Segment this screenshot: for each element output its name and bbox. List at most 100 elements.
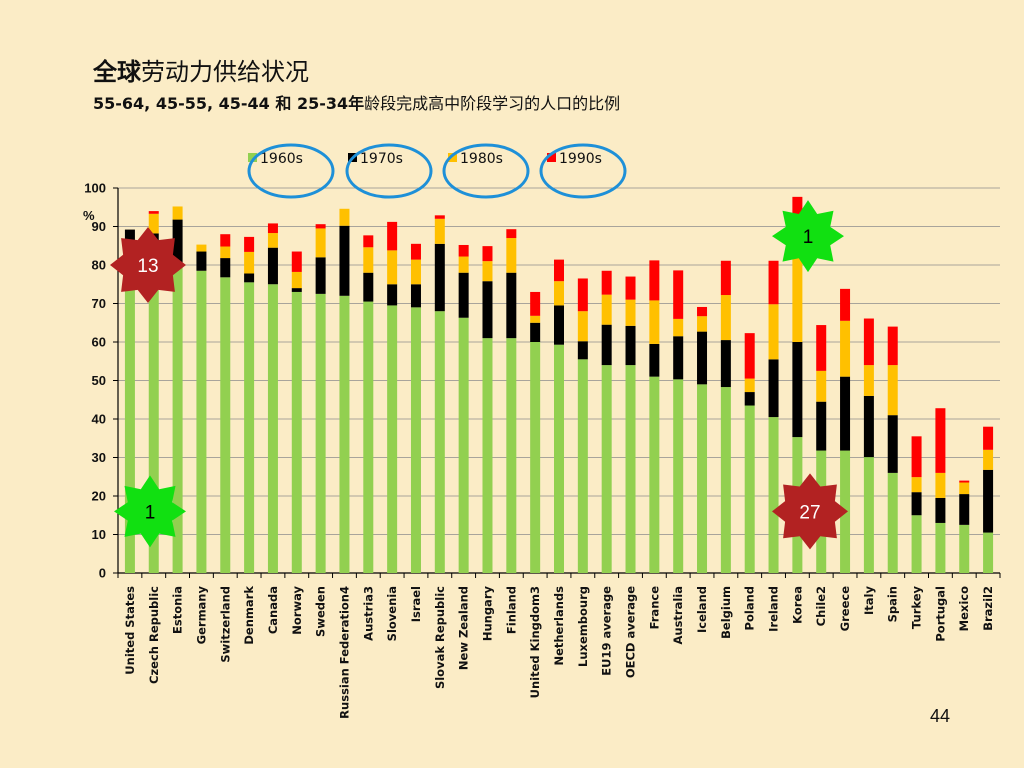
bar-1980s xyxy=(387,250,398,285)
highlight-circle xyxy=(345,143,433,199)
bar-1980s xyxy=(244,251,255,274)
bar-1980s xyxy=(935,472,946,498)
x-category-label: Mexico xyxy=(957,586,971,631)
highlight-circle xyxy=(539,143,627,199)
bar-1960s xyxy=(387,305,398,573)
bar-1970s xyxy=(601,324,612,366)
bar-1960s xyxy=(148,265,159,573)
y-tick-label: 30 xyxy=(92,450,106,465)
bar-1990s xyxy=(649,260,660,301)
bar-1980s xyxy=(601,294,612,325)
bar-1980s xyxy=(220,246,231,259)
x-category-label: Canada xyxy=(266,586,280,634)
bar-1970s xyxy=(816,401,827,451)
bar-1960s xyxy=(458,317,469,573)
bar-1980s xyxy=(148,213,159,234)
bar-1990s xyxy=(458,244,469,257)
bar-1980s xyxy=(291,271,302,289)
bar-1990s xyxy=(315,224,326,229)
bar-1960s xyxy=(911,515,922,573)
page-number: 44 xyxy=(930,706,951,726)
bar-1960s xyxy=(673,379,684,573)
bar-1960s xyxy=(244,282,255,573)
x-category-label: United States xyxy=(123,586,137,675)
x-category-label: Greece xyxy=(838,586,852,632)
bar-1960s xyxy=(124,239,135,573)
bar-1970s xyxy=(363,272,374,302)
bar-1970s xyxy=(482,281,493,339)
bar-1990s xyxy=(434,215,445,219)
legend-label: 1990s xyxy=(559,151,602,167)
red-star-badge xyxy=(772,473,848,550)
bar-1960s xyxy=(220,277,231,573)
bar-1980s xyxy=(267,233,278,248)
bar-1990s xyxy=(363,235,374,248)
bar-1990s xyxy=(673,270,684,319)
bar-1980s xyxy=(339,208,350,226)
bar-1970s xyxy=(983,469,994,533)
bar-1980s xyxy=(816,370,827,402)
highlight-circle xyxy=(442,143,530,199)
green-star-badge xyxy=(772,200,844,273)
bar-1980s xyxy=(172,206,183,220)
bar-1960s xyxy=(315,293,326,573)
x-category-label: Sweden xyxy=(314,586,328,637)
bar-1980s xyxy=(840,320,851,377)
bar-1990s xyxy=(935,408,946,473)
y-tick-label: 0 xyxy=(99,566,106,581)
bar-1970s xyxy=(124,229,135,240)
bar-1980s xyxy=(744,378,755,393)
bar-1980s xyxy=(983,449,994,470)
y-tick-label: 60 xyxy=(92,335,106,350)
x-category-label: Luxembourg xyxy=(576,586,590,667)
bar-1970s xyxy=(935,497,946,523)
bar-1960s xyxy=(744,405,755,573)
bar-1970s xyxy=(863,395,874,458)
bar-1990s xyxy=(816,325,827,371)
x-category-label: Belgium xyxy=(719,586,733,639)
bar-1960s xyxy=(363,301,374,573)
bar-1960s xyxy=(577,359,588,573)
bar-1990s xyxy=(291,251,302,272)
bar-1970s xyxy=(196,251,207,271)
bar-1990s xyxy=(863,318,874,366)
bar-1990s xyxy=(744,333,755,379)
x-category-label: United Kingdom3 xyxy=(528,586,542,698)
x-category-label: Poland xyxy=(743,586,757,630)
bar-1970s xyxy=(410,284,421,308)
legend-label: 1970s xyxy=(360,151,403,167)
x-category-label: Finland xyxy=(504,586,518,634)
bar-1980s xyxy=(577,311,588,342)
y-tick-label: 100 xyxy=(84,181,106,196)
legend-label: 1980s xyxy=(460,151,503,167)
bar-1970s xyxy=(339,225,350,296)
bar-1960s xyxy=(267,284,278,573)
bar-1990s xyxy=(720,260,731,296)
bar-1970s xyxy=(530,322,541,342)
bar-1980s xyxy=(482,261,493,282)
bar-1960s xyxy=(482,338,493,573)
y-tick-label: 70 xyxy=(92,296,106,311)
bar-1980s xyxy=(863,365,874,396)
bar-1970s xyxy=(697,331,708,385)
x-category-label: Israel xyxy=(409,586,423,622)
bar-1970s xyxy=(673,336,684,380)
bar-1960s xyxy=(863,457,874,573)
star-badge-label: 27 xyxy=(799,502,820,523)
bar-1980s xyxy=(625,299,636,326)
bar-1990s xyxy=(387,221,398,251)
bar-1960s xyxy=(196,270,207,573)
x-category-label: Ireland xyxy=(767,586,781,632)
x-category-label: Switzerland xyxy=(218,586,232,663)
bar-1990s xyxy=(220,234,231,247)
bar-1990s xyxy=(768,260,779,305)
bar-1970s xyxy=(840,376,851,451)
bar-1970s xyxy=(577,341,588,360)
bar-1980s xyxy=(315,228,326,258)
bar-1980s xyxy=(673,318,684,337)
bar-1980s xyxy=(458,256,469,273)
slide-subtitle-bold: 55-64, 45-55, 45-44 和 25-34年 xyxy=(93,94,365,113)
x-category-label: Netherlands xyxy=(552,586,566,666)
bar-1990s xyxy=(983,426,994,450)
